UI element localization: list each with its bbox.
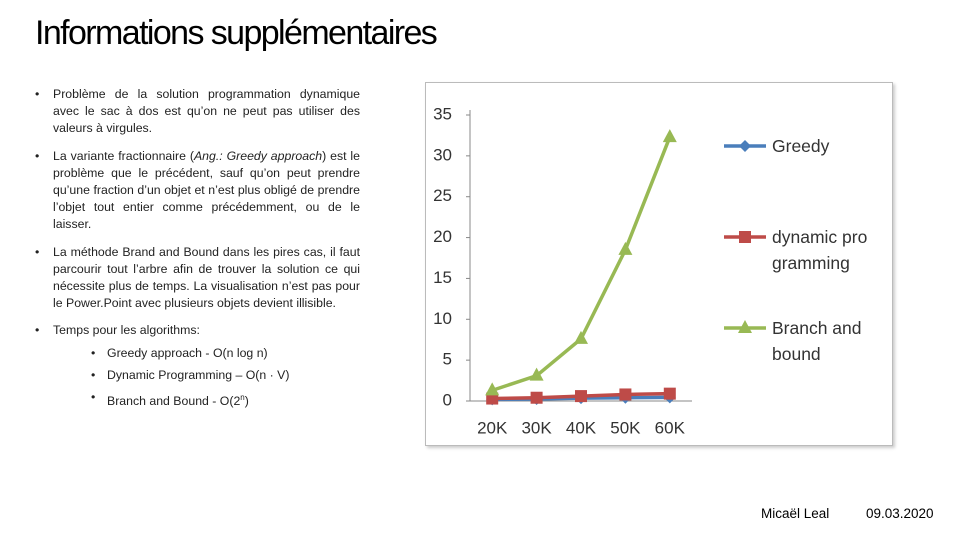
- y-tick-label: 15: [433, 268, 452, 287]
- author: Micaël Leal: [761, 506, 830, 521]
- x-tick-label: 20K: [477, 418, 508, 437]
- legend-label: dynamic programming: [772, 227, 868, 273]
- text: ) est le problème que le précédent, sauf…: [53, 148, 360, 232]
- marker: [575, 390, 587, 403]
- marker: [486, 392, 499, 405]
- x-tick-label: 50K: [610, 418, 641, 437]
- bullet: La variante fractionnaire (Ang.: Greedy …: [35, 148, 360, 234]
- text: Ang.: Greedy approach: [193, 148, 323, 163]
- y-tick-label: 25: [433, 186, 452, 205]
- marker: [739, 231, 751, 243]
- marker: [663, 387, 676, 400]
- marker: [529, 367, 544, 381]
- marker: [485, 382, 500, 396]
- y-tick-label: 30: [433, 145, 452, 164]
- marker: [530, 391, 543, 404]
- y-tick-label: 5: [443, 350, 452, 369]
- y-tick-label: 10: [433, 309, 452, 328]
- y-tick-label: 20: [433, 227, 452, 246]
- marker: [739, 140, 751, 152]
- marker: [618, 241, 633, 255]
- bullet-list: Problème de la solution programmation dy…: [35, 86, 360, 420]
- y-tick-label: 35: [433, 104, 452, 123]
- legend-label: Greedy: [772, 136, 830, 156]
- y-tick-label: 0: [443, 390, 452, 409]
- sub-bullet: Greedy approach - O(n log n): [53, 345, 360, 362]
- marker: [662, 129, 677, 143]
- x-tick-label: 40K: [566, 418, 597, 437]
- bullet: La méthode Brand and Bound dans les pire…: [35, 244, 360, 313]
- sub-bullet: Dynamic Programming – O(n · V): [53, 367, 360, 384]
- marker: [619, 388, 632, 401]
- date: 09.03.2020: [866, 506, 934, 521]
- slide-title: Informations supplémentaires: [35, 14, 438, 52]
- marker: [738, 320, 752, 333]
- legend-label: Branch and bound: [772, 318, 862, 364]
- text: ): [244, 394, 249, 409]
- sub-bullet: Branch and Bound - O(2n): [53, 389, 360, 410]
- bullet: Problème de la solution programmation dy…: [35, 86, 360, 138]
- text: La variante fractionnaire (: [53, 148, 194, 163]
- x-tick-label: 60K: [655, 418, 686, 437]
- x-tick-label: 30K: [521, 418, 552, 437]
- text: Temps pour les algorithms:: [53, 323, 200, 338]
- text: n: [240, 393, 245, 403]
- text: Branch and Bound - O(2: [107, 394, 241, 409]
- series-line: [491, 136, 672, 393]
- marker: [574, 330, 588, 344]
- bullet: Temps pour les algorithms: Greedy approa…: [35, 322, 360, 410]
